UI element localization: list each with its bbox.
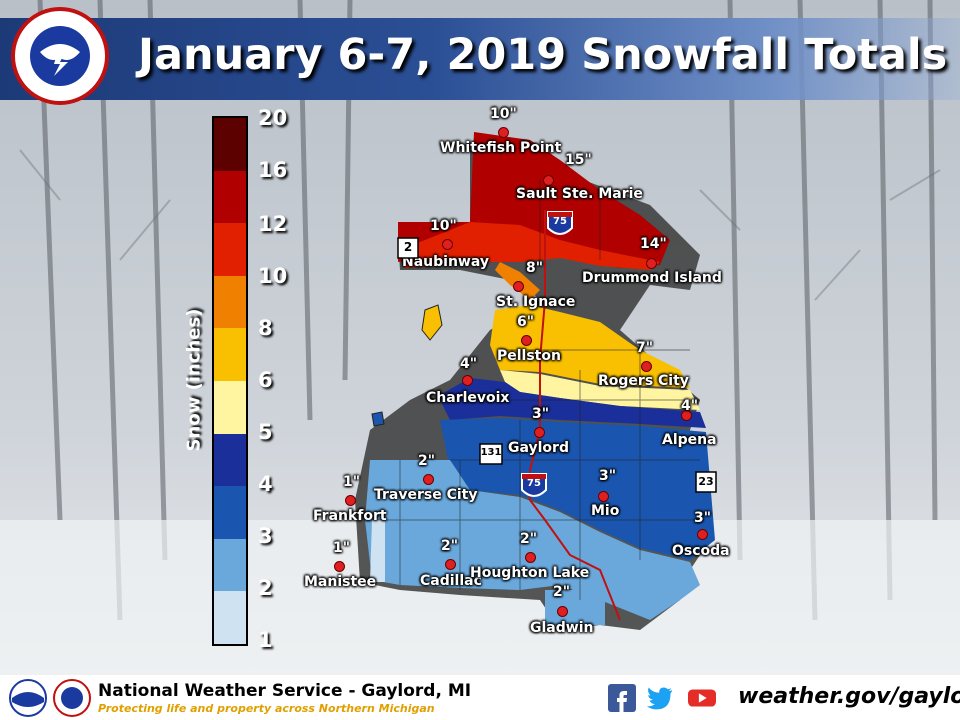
snow-amount: 14" xyxy=(640,236,667,252)
city-marker-icon xyxy=(525,552,536,563)
city-name: Naubinway xyxy=(402,254,489,270)
snow-amount: 2" xyxy=(441,538,459,554)
legend-tick-label: 12 xyxy=(258,212,288,236)
snow-amount: 3" xyxy=(599,468,617,484)
i75-south-label: 75 xyxy=(527,478,541,489)
legend-title: Snow (inches) xyxy=(183,308,205,452)
snow-amount: 10" xyxy=(490,106,517,122)
city-marker-icon xyxy=(521,335,532,346)
city-name: Charlevoix xyxy=(426,390,510,406)
legend-swatch xyxy=(214,433,246,487)
snow-amount: 2" xyxy=(418,453,436,469)
city-marker-icon xyxy=(462,375,473,386)
city-name: Traverse City xyxy=(374,487,478,503)
city-marker-icon xyxy=(345,495,356,506)
snow-amount: 6" xyxy=(517,314,535,330)
snow-amount: 3" xyxy=(532,406,550,422)
us2-label: 2 xyxy=(403,240,413,254)
nws-footer-logo xyxy=(53,679,91,717)
city-name: Houghton Lake xyxy=(470,565,590,581)
city-marker-icon xyxy=(697,529,708,540)
city-marker-icon xyxy=(498,127,509,138)
i75-north-label: 75 xyxy=(553,216,567,227)
city-marker-icon xyxy=(598,491,609,502)
legend-swatch xyxy=(214,486,246,539)
legend-tick-label: 4 xyxy=(258,472,273,496)
snow-amount: 2" xyxy=(553,584,571,600)
city-marker-icon xyxy=(334,561,345,572)
snow-legend-scale xyxy=(212,116,248,646)
legend-tick-label: 20 xyxy=(258,106,288,130)
city-name: Gaylord xyxy=(508,440,569,456)
city-marker-icon xyxy=(513,281,524,292)
city-name: Drummond Island xyxy=(582,270,722,286)
legend-swatch xyxy=(214,223,246,276)
legend-swatch xyxy=(214,591,246,644)
title-banner xyxy=(0,18,960,100)
snow-amount: 1" xyxy=(333,540,351,556)
snow-amount: 3" xyxy=(694,510,712,526)
noaa-logo xyxy=(9,679,47,717)
city-marker-icon xyxy=(557,606,568,617)
city-name: Oscoda xyxy=(672,543,730,559)
legend-swatch xyxy=(214,328,246,381)
footer-org: National Weather Service - Gaylord, MI xyxy=(98,681,472,701)
snow-amount: 8" xyxy=(526,260,544,276)
city-marker-icon xyxy=(641,361,652,372)
snow-amount: 4" xyxy=(460,356,478,372)
nws-logo xyxy=(11,7,109,105)
city-name: Sault Ste. Marie xyxy=(516,186,643,202)
city-name: Cadillac xyxy=(420,573,482,589)
youtube-icon[interactable] xyxy=(688,684,716,712)
city-name: Whitefish Point xyxy=(440,140,562,156)
us131-label: 131 xyxy=(480,447,502,458)
city-name: Alpena xyxy=(662,432,717,448)
legend-swatch xyxy=(214,170,246,224)
city-marker-icon xyxy=(445,559,456,570)
legend-tick-label: 3 xyxy=(258,524,273,548)
snow-amount: 2" xyxy=(520,531,538,547)
city-marker-icon xyxy=(681,410,692,421)
city-marker-icon xyxy=(534,427,545,438)
legend-swatch xyxy=(214,275,246,329)
snow-amount: 15" xyxy=(565,152,592,168)
city-marker-icon xyxy=(423,474,434,485)
snow-amount: 10" xyxy=(430,218,457,234)
twitter-icon[interactable] xyxy=(646,684,674,712)
legend-tick-label: 1 xyxy=(258,628,273,652)
facebook-icon[interactable] xyxy=(608,684,636,712)
legend-tick-label: 8 xyxy=(258,316,273,340)
legend-swatch xyxy=(214,118,246,171)
legend-swatch xyxy=(214,380,246,434)
legend-tick-label: 6 xyxy=(258,368,273,392)
city-name: Rogers City xyxy=(598,373,689,389)
city-name: Gladwin xyxy=(530,620,594,636)
city-marker-icon xyxy=(646,258,657,269)
legend-tick-label: 5 xyxy=(258,420,273,444)
snow-amount: 4" xyxy=(681,398,699,414)
legend-tick-label: 16 xyxy=(258,158,288,182)
snow-amount: 1" xyxy=(343,474,361,490)
city-name: St. Ignace xyxy=(496,294,576,310)
website-link[interactable]: weather.gov/gaylord xyxy=(738,684,960,709)
city-name: Frankfort xyxy=(313,508,387,524)
legend-tick-label: 10 xyxy=(258,264,288,288)
legend-tick-label: 2 xyxy=(258,576,273,600)
city-name: Manistee xyxy=(304,574,377,590)
legend-swatch xyxy=(214,538,246,592)
city-marker-icon xyxy=(442,239,453,250)
city-marker-icon xyxy=(543,175,554,186)
city-name: Pellston xyxy=(497,348,561,364)
city-name: Mio xyxy=(591,503,620,519)
us23-label: 23 xyxy=(698,475,714,488)
footer-tagline: Protecting life and property across Nort… xyxy=(98,702,435,715)
page-title: January 6-7, 2019 Snowfall Totals xyxy=(138,30,948,80)
snow-amount: 7" xyxy=(636,340,654,356)
footer-bar xyxy=(0,675,960,720)
